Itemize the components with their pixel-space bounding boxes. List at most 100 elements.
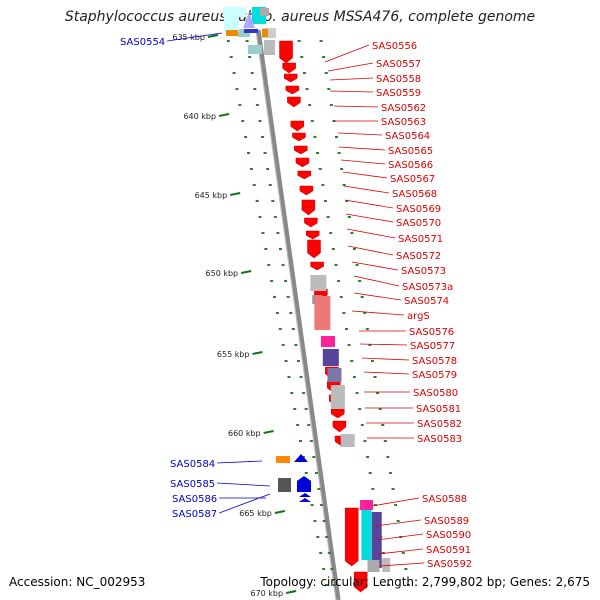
gene-label[interactable]: SAS0573a xyxy=(402,282,453,293)
guide-dot-track-2 xyxy=(281,264,285,266)
gene-label[interactable]: SAS0558 xyxy=(376,74,421,85)
gene-label[interactable]: SAS0559 xyxy=(376,88,421,99)
guide-dot-track-1 xyxy=(270,280,274,282)
label-leader-line xyxy=(377,548,424,555)
gene-arrow-forward xyxy=(307,239,321,259)
feature-box xyxy=(340,434,355,447)
gene-label[interactable]: SAS0585 xyxy=(170,479,215,490)
guide-dot-track-3 xyxy=(347,344,351,346)
guide-dot-track-4 xyxy=(401,552,405,554)
gene-label[interactable]: SAS0570 xyxy=(396,218,441,229)
gene-label[interactable]: argS xyxy=(407,311,430,322)
guide-dot-track-3 xyxy=(308,104,312,106)
guide-dot-track-2 xyxy=(289,312,293,314)
gene-arrow-reverse xyxy=(299,498,311,502)
feature-box xyxy=(262,28,276,38)
gene-label[interactable]: SAS0582 xyxy=(417,419,462,430)
guide-dot-track-4 xyxy=(335,136,339,138)
gene-label[interactable]: SAS0584 xyxy=(170,459,215,470)
gene-label[interactable]: SAS0589 xyxy=(424,516,469,527)
label-leader-line xyxy=(167,32,223,42)
guide-dot-track-4 xyxy=(386,456,390,458)
gene-label[interactable]: SAS0588 xyxy=(422,494,467,505)
feature-box xyxy=(371,512,382,568)
guide-dot-track-4 xyxy=(342,184,346,186)
gene-label[interactable]: SAS0583 xyxy=(417,434,462,445)
guide-dot-track-4 xyxy=(337,152,341,154)
guide-dot-track-1 xyxy=(264,248,268,250)
gene-label[interactable]: SAS0577 xyxy=(410,341,455,352)
tick-mark xyxy=(207,34,219,38)
accession-text: Accession: NC_002953 xyxy=(9,575,146,589)
guide-dot-track-2 xyxy=(258,120,262,122)
gene-arrow-forward xyxy=(294,145,308,155)
guide-dot-track-4 xyxy=(376,392,380,394)
guide-dot-track-2 xyxy=(261,136,265,138)
gene-label[interactable]: SAS0564 xyxy=(385,131,430,142)
gene-label[interactable]: SAS0568 xyxy=(392,189,437,200)
guide-dot-track-3 xyxy=(366,456,370,458)
guide-dot-track-2 xyxy=(284,280,288,282)
label-leader-line xyxy=(345,213,394,223)
tick-label: 665 kbp xyxy=(239,509,272,518)
guide-dot-track-3 xyxy=(323,200,327,202)
gene-label[interactable]: SAS0590 xyxy=(426,530,471,541)
guide-dot-track-3 xyxy=(297,40,301,42)
feature-box xyxy=(320,336,335,347)
feature-box xyxy=(367,560,380,572)
gene-label[interactable]: SAS0563 xyxy=(381,117,426,128)
guide-dot-track-4 xyxy=(394,504,398,506)
guide-dot-track-1 xyxy=(247,152,251,154)
tick-mark xyxy=(240,270,252,274)
guide-dot-track-2 xyxy=(309,440,313,442)
gene-label[interactable]: SAS0586 xyxy=(172,494,217,505)
guide-dot-track-1 xyxy=(273,296,277,298)
feature-box xyxy=(226,30,238,36)
gene-label[interactable]: SAS0571 xyxy=(398,234,443,245)
gene-label[interactable]: SAS0556 xyxy=(372,41,417,52)
gene-label[interactable]: SAS0573 xyxy=(401,266,446,277)
gene-label[interactable]: SAS0581 xyxy=(416,404,461,415)
gene-label[interactable]: SAS0591 xyxy=(426,545,471,556)
guide-dot-track-3 xyxy=(313,136,317,138)
tick-mark xyxy=(285,590,297,594)
feature-box xyxy=(276,456,290,463)
gene-label[interactable]: SAS0592 xyxy=(427,559,472,570)
guide-dot-track-1 xyxy=(324,584,328,586)
guide-dot-track-4 xyxy=(373,376,377,378)
guide-dot-track-1 xyxy=(241,120,245,122)
gene-label[interactable]: SAS0569 xyxy=(396,204,441,215)
guide-dot-track-4 xyxy=(350,232,354,234)
gene-label[interactable]: SAS0576 xyxy=(409,327,454,338)
gene-label[interactable]: SAS0587 xyxy=(172,509,217,520)
gene-arrow-forward xyxy=(285,85,300,95)
guide-dot-track-1 xyxy=(319,552,323,554)
gene-label[interactable]: SAS0579 xyxy=(412,370,457,381)
guide-dot-track-3 xyxy=(371,488,375,490)
tick-label: 645 kbp xyxy=(195,191,228,200)
gene-arrow-forward xyxy=(292,132,306,142)
gene-label[interactable]: SAS0562 xyxy=(381,103,426,114)
gene-arrow-forward xyxy=(310,261,324,271)
gene-arrow-forward xyxy=(295,157,310,168)
guide-dot-track-2 xyxy=(332,584,336,586)
guide-dot-track-3 xyxy=(355,392,359,394)
gene-label[interactable]: SAS0578 xyxy=(412,356,457,367)
gene-arrow-forward xyxy=(283,73,298,83)
gene-label[interactable]: SAS0580 xyxy=(413,388,458,399)
guide-dot-track-4 xyxy=(329,104,333,106)
gene-label[interactable]: SAS0572 xyxy=(396,251,441,262)
gene-label[interactable]: SAS0566 xyxy=(388,160,433,171)
gene-label[interactable]: SAS0554 xyxy=(120,37,165,48)
guide-dot-track-2 xyxy=(314,472,318,474)
gene-label[interactable]: SAS0557 xyxy=(376,59,421,70)
guide-dot-track-4 xyxy=(355,264,359,266)
gene-label[interactable]: SAS0567 xyxy=(390,174,435,185)
gene-label[interactable]: SAS0565 xyxy=(388,146,433,157)
feature-box xyxy=(360,500,374,510)
label-leader-line xyxy=(337,132,383,136)
guide-dot-track-3 xyxy=(352,376,356,378)
gene-label[interactable]: SAS0574 xyxy=(404,296,449,307)
genome-title: Staphylococcus aureus subsp. aureus MSSA… xyxy=(64,9,536,25)
